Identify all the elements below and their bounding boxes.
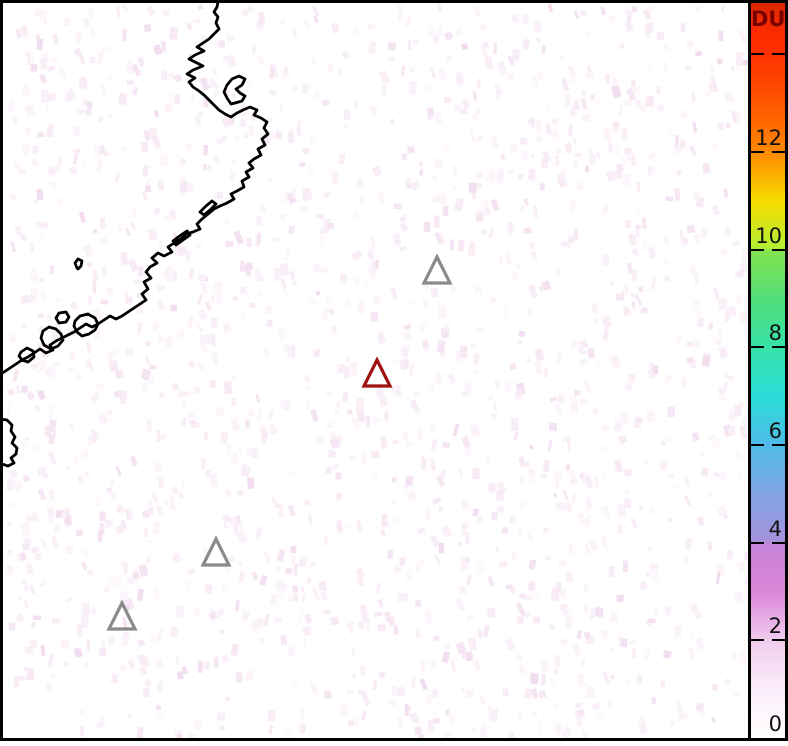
colorbar-gradient <box>751 3 785 738</box>
colorbar-tick-label: 0 <box>768 712 782 736</box>
colorbar-unit-label: DU <box>751 7 785 31</box>
colorbar-tick <box>751 443 764 446</box>
colorbar-tick <box>772 346 785 349</box>
colorbar-tick <box>772 150 785 153</box>
volcano-marker <box>106 599 138 631</box>
colorbar-tick <box>751 541 764 544</box>
colorbar-tick <box>772 248 785 251</box>
volcano-marker-layer <box>106 253 453 631</box>
colorbar-tick-label: 6 <box>768 418 782 443</box>
colorbar-tick <box>772 53 785 56</box>
colorbar-tick-label: 12 <box>755 125 782 150</box>
colorbar-tick-label: 2 <box>768 614 782 639</box>
volcano-marker <box>421 253 453 285</box>
colorbar-inner: DU 12 10 8 6 4 2 0 <box>751 3 785 738</box>
colorbar-tick <box>751 639 764 642</box>
colorbar-tick <box>751 150 764 153</box>
colorbar-tick <box>772 541 785 544</box>
colorbar-tick <box>772 443 785 446</box>
map-plot <box>0 0 750 741</box>
colorbar: DU 12 10 8 6 4 2 0 <box>748 0 788 741</box>
colorbar-tick-label: 4 <box>768 516 782 541</box>
colorbar-tick <box>751 346 764 349</box>
coastline-path <box>0 0 270 468</box>
colorbar-tick <box>772 639 785 642</box>
colorbar-tick <box>751 53 764 56</box>
colorbar-tick <box>751 248 764 251</box>
colorbar-tick-label: 8 <box>768 321 782 346</box>
volcano-marker <box>361 356 393 388</box>
colorbar-tick-label: 10 <box>755 223 782 248</box>
volcano-marker <box>200 535 232 567</box>
